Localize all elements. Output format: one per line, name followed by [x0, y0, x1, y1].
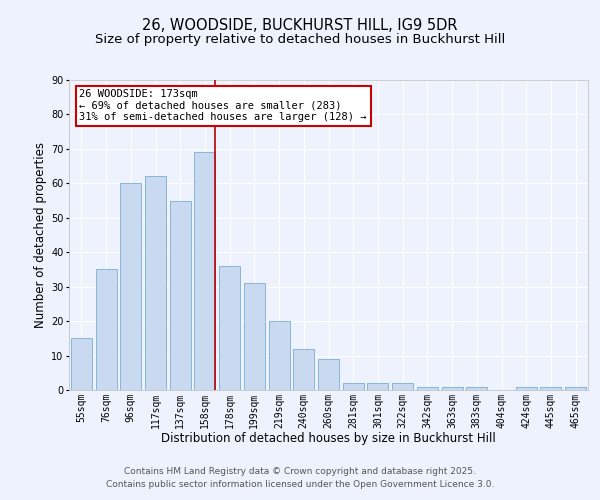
Text: Size of property relative to detached houses in Buckhurst Hill: Size of property relative to detached ho…: [95, 32, 505, 46]
Bar: [120, 184, 141, 390]
Text: Contains public sector information licensed under the Open Government Licence 3.: Contains public sector information licen…: [106, 480, 494, 489]
Bar: [442, 386, 463, 390]
Bar: [145, 176, 166, 390]
Bar: [417, 386, 438, 390]
Bar: [565, 386, 586, 390]
X-axis label: Distribution of detached houses by size in Buckhurst Hill: Distribution of detached houses by size …: [161, 432, 496, 445]
Y-axis label: Number of detached properties: Number of detached properties: [34, 142, 47, 328]
Bar: [541, 386, 562, 390]
Bar: [516, 386, 537, 390]
Bar: [343, 383, 364, 390]
Bar: [71, 338, 92, 390]
Bar: [194, 152, 215, 390]
Bar: [244, 283, 265, 390]
Bar: [269, 321, 290, 390]
Text: Contains HM Land Registry data © Crown copyright and database right 2025.: Contains HM Land Registry data © Crown c…: [124, 467, 476, 476]
Text: 26 WOODSIDE: 173sqm
← 69% of detached houses are smaller (283)
31% of semi-detac: 26 WOODSIDE: 173sqm ← 69% of detached ho…: [79, 90, 367, 122]
Text: 26, WOODSIDE, BUCKHURST HILL, IG9 5DR: 26, WOODSIDE, BUCKHURST HILL, IG9 5DR: [142, 18, 458, 32]
Bar: [318, 359, 339, 390]
Bar: [466, 386, 487, 390]
Bar: [392, 383, 413, 390]
Bar: [95, 270, 116, 390]
Bar: [219, 266, 240, 390]
Bar: [293, 348, 314, 390]
Bar: [170, 200, 191, 390]
Bar: [367, 383, 388, 390]
